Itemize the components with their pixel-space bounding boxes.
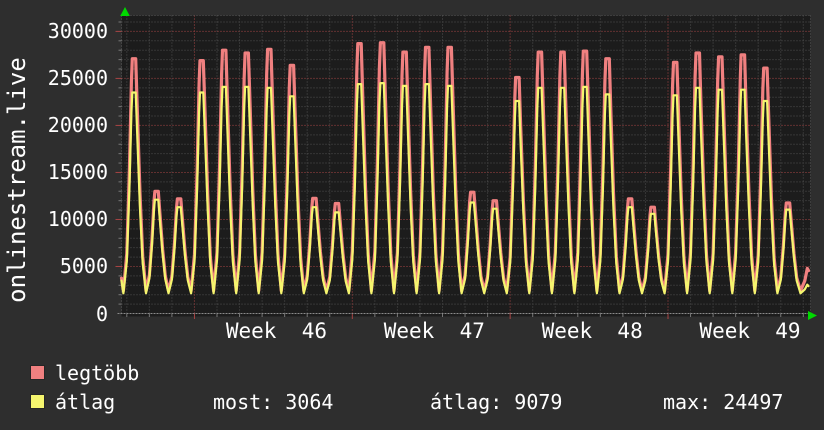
series-atlag-line xyxy=(120,82,810,295)
y-axis-label: 10000 xyxy=(47,207,108,232)
y-axis-label: 5000 xyxy=(59,254,108,279)
y-axis-arrow-icon xyxy=(120,7,130,16)
x-axis-week-label: Week 47 xyxy=(383,319,485,343)
y-axis-label: 30000 xyxy=(47,19,108,44)
y-axis-label: 15000 xyxy=(47,160,108,185)
x-axis-week-label: Week 48 xyxy=(541,319,643,343)
y-axis-label: 20000 xyxy=(47,113,108,138)
x-axis-week-label: Week 46 xyxy=(225,319,328,343)
x-axis-week-label: Week 49 xyxy=(699,319,801,343)
x-axis-arrow-icon xyxy=(808,311,817,320)
y-axis-label: 0 xyxy=(95,301,108,326)
y-axis-label: 25000 xyxy=(47,66,108,91)
